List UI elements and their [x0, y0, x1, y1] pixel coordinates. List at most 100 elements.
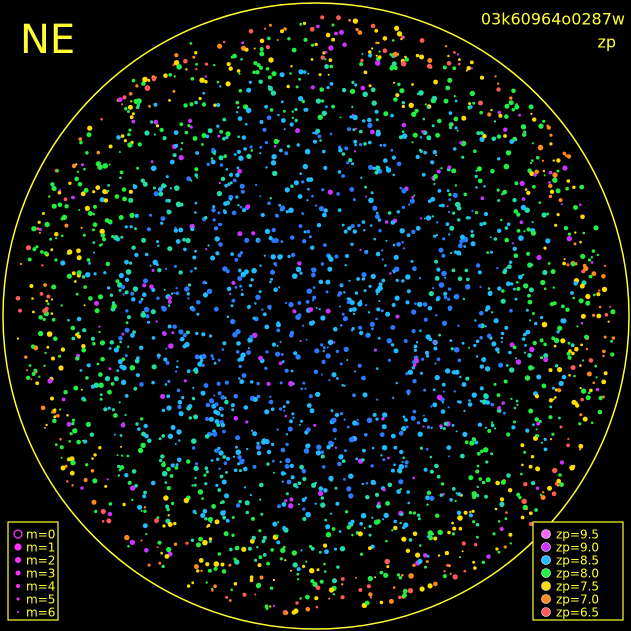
star [297, 301, 302, 305]
star [542, 269, 548, 276]
star [49, 237, 53, 241]
star [378, 229, 382, 233]
star [573, 374, 576, 378]
star [514, 104, 520, 110]
star [299, 339, 302, 343]
star [204, 79, 208, 84]
star [190, 227, 195, 232]
star [265, 45, 270, 50]
star [432, 287, 435, 290]
star [582, 359, 585, 362]
star [552, 467, 558, 474]
star [280, 471, 286, 476]
star [32, 310, 35, 314]
star [249, 494, 252, 497]
star [383, 158, 388, 163]
star [434, 463, 439, 469]
star [325, 353, 331, 359]
star [351, 533, 354, 537]
star [156, 296, 160, 300]
star [536, 155, 540, 160]
star [190, 269, 193, 273]
star [457, 62, 461, 66]
star [562, 165, 568, 171]
star [372, 205, 378, 211]
star [276, 540, 281, 545]
star [330, 409, 334, 412]
star [296, 567, 301, 572]
star [183, 497, 189, 504]
star [415, 225, 421, 231]
star [284, 414, 288, 418]
star [475, 355, 479, 358]
star [320, 315, 326, 321]
star [147, 78, 151, 82]
star [209, 398, 215, 404]
star [71, 336, 76, 341]
star [250, 149, 254, 152]
star [206, 162, 210, 167]
star [440, 409, 446, 414]
star [212, 205, 216, 209]
star [523, 450, 527, 454]
star [147, 438, 152, 444]
star [53, 408, 57, 412]
star [579, 240, 582, 244]
star [399, 488, 402, 491]
star [375, 54, 378, 57]
star [124, 534, 130, 541]
star [168, 343, 174, 349]
star [89, 432, 95, 437]
star [493, 318, 499, 324]
star [507, 488, 513, 493]
star [277, 113, 280, 117]
star [439, 426, 443, 430]
star [437, 554, 441, 557]
star [131, 469, 137, 474]
star [340, 577, 345, 581]
star [530, 455, 535, 459]
star [142, 494, 147, 499]
star [453, 116, 459, 122]
star [151, 380, 155, 385]
star [534, 169, 539, 175]
star [203, 383, 209, 388]
star [280, 447, 286, 453]
star [285, 442, 289, 447]
star [264, 228, 271, 235]
star [568, 349, 572, 353]
star [256, 394, 261, 399]
star [435, 314, 438, 317]
star [396, 573, 401, 577]
star [50, 182, 55, 187]
star [145, 314, 150, 319]
star [321, 110, 327, 117]
star [320, 262, 325, 266]
star [313, 369, 319, 375]
star [216, 423, 221, 427]
star [118, 215, 124, 220]
star [264, 324, 270, 330]
star [129, 261, 133, 265]
star [387, 482, 393, 488]
star [459, 375, 462, 379]
star [556, 478, 561, 484]
star [69, 470, 75, 476]
star [374, 60, 381, 66]
star [166, 394, 171, 399]
star [189, 125, 193, 129]
star [311, 194, 314, 198]
star [250, 429, 254, 432]
star [395, 381, 398, 385]
star [497, 82, 500, 85]
star [146, 227, 151, 232]
star [499, 501, 505, 507]
star [118, 151, 121, 153]
star [140, 178, 145, 183]
star [248, 80, 252, 84]
star [476, 485, 479, 489]
star [475, 339, 480, 344]
star [180, 336, 185, 342]
star [603, 371, 608, 376]
star [195, 151, 200, 155]
